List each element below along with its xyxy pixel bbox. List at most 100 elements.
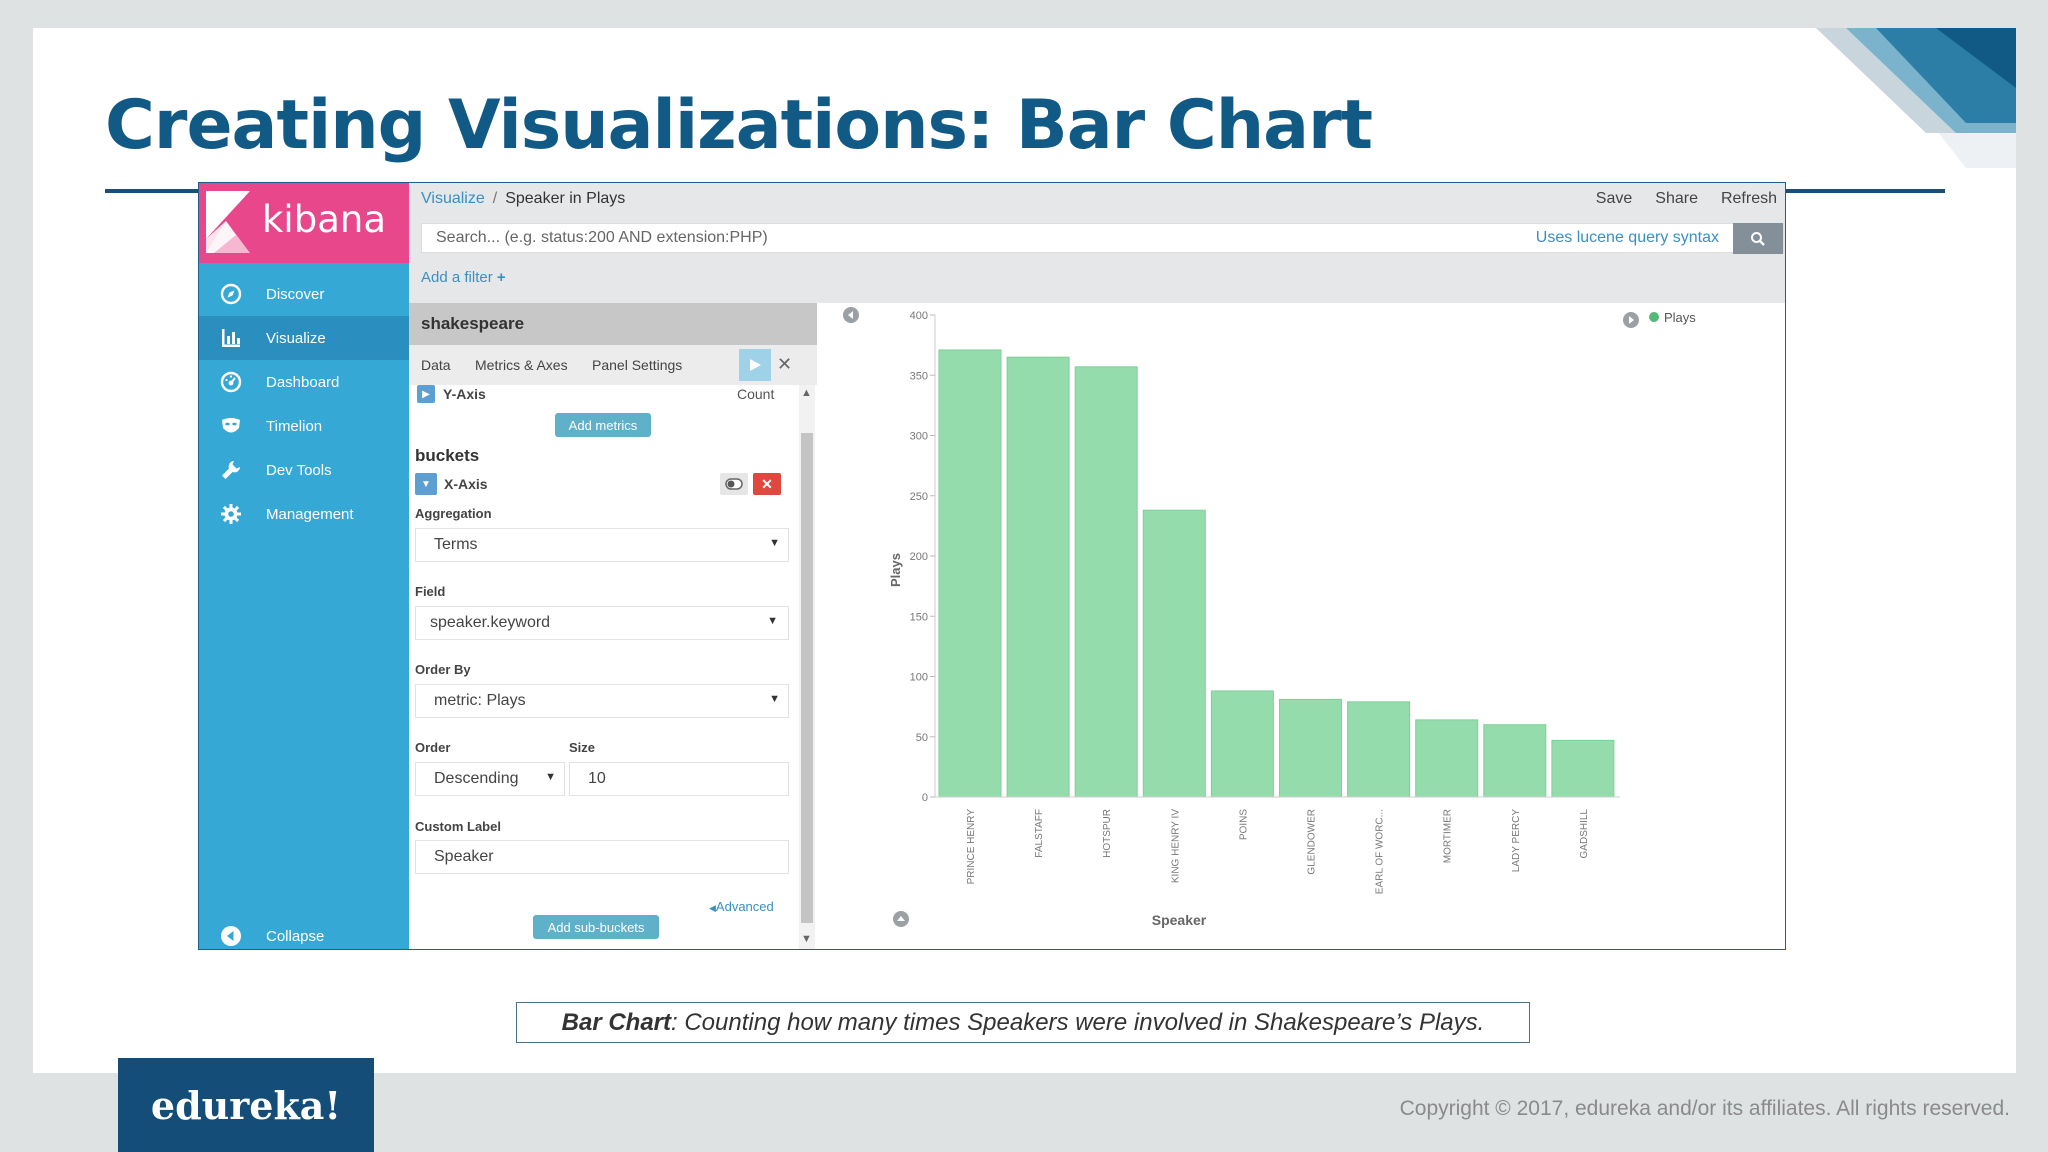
sidebar-item-label: Discover bbox=[266, 285, 325, 303]
sidebar-item-timelion[interactable]: Timelion bbox=[199, 404, 409, 448]
add-filter-link[interactable]: Add a filter + bbox=[421, 269, 506, 286]
y-tick-label: 200 bbox=[910, 551, 928, 563]
bar bbox=[1074, 366, 1138, 798]
sidebar-item-label: Dashboard bbox=[266, 373, 340, 391]
editor-header: shakespeare bbox=[409, 303, 817, 345]
search-button[interactable] bbox=[1733, 223, 1783, 254]
custom-label-input[interactable]: Speaker bbox=[415, 840, 789, 874]
field-select[interactable]: speaker.keyword ▼ bbox=[415, 606, 789, 640]
sidebar: kibana Discover Visualize Dashboard Time… bbox=[199, 183, 409, 949]
breadcrumb-current: Speaker in Plays bbox=[505, 190, 626, 207]
bar-chart-icon bbox=[220, 327, 242, 349]
field-label: Field bbox=[415, 584, 446, 599]
bar bbox=[1279, 698, 1342, 798]
x-tick-label: KING HENRY IV bbox=[1170, 809, 1181, 883]
y-axis: 0 50 100 150 200 250 300 350 400 bbox=[910, 310, 936, 804]
search-input[interactable]: Search... (e.g. status:200 AND extension… bbox=[421, 223, 1784, 254]
sidebar-item-visualize[interactable]: Visualize bbox=[199, 316, 409, 360]
toggle-legend-icon[interactable] bbox=[1623, 312, 1639, 328]
caret-down-icon: ▼ bbox=[769, 537, 780, 549]
scroll-up-icon[interactable]: ▲ bbox=[801, 387, 812, 399]
legend-label: Plays bbox=[1664, 310, 1696, 325]
gauge-icon bbox=[220, 371, 242, 393]
lucene-syntax-link[interactable]: Uses lucene query syntax bbox=[1535, 229, 1719, 246]
edureka-logo-text: edureka! bbox=[150, 1082, 342, 1128]
caption-bold: Bar Chart bbox=[561, 1008, 672, 1036]
x-tick-label: EARL OF WORC... bbox=[1375, 809, 1386, 894]
share-button[interactable]: Share bbox=[1655, 190, 1698, 207]
sidebar-item-label: Timelion bbox=[266, 417, 323, 435]
caret-left-icon: ◀ bbox=[709, 903, 716, 913]
sidebar-item-label: Management bbox=[266, 505, 354, 523]
add-sub-buckets-button[interactable]: Add sub-buckets bbox=[533, 915, 659, 939]
size-input[interactable]: 10 bbox=[569, 762, 789, 796]
advanced-link[interactable]: ◀Advanced bbox=[709, 899, 774, 914]
bar bbox=[1415, 719, 1479, 798]
x-axis-toggle[interactable]: ▼ bbox=[415, 473, 437, 495]
editor-panel: shakespeare Data Metrics & Axes Panel Se… bbox=[409, 303, 817, 949]
save-button[interactable]: Save bbox=[1595, 190, 1633, 207]
corner-decoration bbox=[1816, 28, 2016, 168]
sidebar-item-discover[interactable]: Discover bbox=[199, 272, 409, 316]
bar bbox=[1006, 356, 1070, 798]
edureka-logo: edureka! bbox=[118, 1058, 374, 1152]
y-axis-toggle[interactable]: ▶ bbox=[417, 385, 435, 403]
x-tick-label: MORTIMER bbox=[1443, 809, 1454, 863]
apply-changes-button[interactable] bbox=[739, 349, 771, 381]
index-name: shakespeare bbox=[421, 314, 525, 333]
add-metrics-button[interactable]: Add metrics bbox=[555, 413, 651, 437]
bar bbox=[1483, 724, 1547, 798]
custom-label-value: Speaker bbox=[434, 848, 494, 865]
caret-down-icon: ▼ bbox=[545, 771, 556, 783]
order-by-label: Order By bbox=[415, 662, 471, 677]
y-tick-label: 150 bbox=[910, 611, 928, 623]
refresh-button[interactable]: Refresh bbox=[1720, 190, 1777, 207]
collapse-arrow-icon bbox=[220, 925, 242, 947]
aggregation-select[interactable]: Terms ▼ bbox=[415, 528, 789, 562]
remove-x-axis-button[interactable]: ✕ bbox=[753, 473, 781, 495]
chart-options-icon[interactable] bbox=[893, 911, 909, 927]
kibana-window: kibana Discover Visualize Dashboard Time… bbox=[198, 182, 1786, 950]
tab-panel-settings[interactable]: Panel Settings bbox=[592, 357, 683, 373]
editor-scrollbar[interactable]: ▲ ▼ bbox=[799, 385, 815, 949]
sidebar-item-management[interactable]: Management bbox=[199, 492, 409, 536]
scrollbar-thumb[interactable] bbox=[801, 433, 813, 923]
scroll-down-icon[interactable]: ▼ bbox=[801, 933, 812, 945]
caption-text: : Counting how many times Speakers were … bbox=[671, 1008, 1485, 1036]
collapse-panel-icon[interactable] bbox=[843, 307, 859, 323]
y-axis-aggregation: Count bbox=[737, 386, 775, 402]
bar bbox=[1551, 739, 1615, 798]
top-bar: Visualize / Speaker in Plays Save Share Re… bbox=[409, 183, 1785, 303]
kibana-wordmark: kibana bbox=[262, 198, 386, 241]
x-axis-enable-toggle[interactable] bbox=[720, 473, 748, 495]
y-tick-label: 0 bbox=[922, 792, 928, 804]
y-tick-label: 50 bbox=[916, 732, 928, 744]
play-icon bbox=[750, 359, 761, 371]
breadcrumb-visualize-link[interactable]: Visualize bbox=[421, 190, 485, 207]
tab-metrics-axes[interactable]: Metrics & Axes bbox=[475, 357, 568, 373]
plus-icon: + bbox=[496, 269, 506, 286]
x-tick-label: GLENDOWER bbox=[1307, 809, 1318, 875]
search-icon bbox=[1751, 231, 1765, 246]
x-tick-label: GADSHILL bbox=[1579, 809, 1590, 859]
order-select[interactable]: Descending ▼ bbox=[415, 762, 565, 796]
sidebar-item-dashboard[interactable]: Dashboard bbox=[199, 360, 409, 404]
bar bbox=[1142, 509, 1206, 798]
order-by-select[interactable]: metric: Plays ▼ bbox=[415, 684, 789, 718]
add-filter-label: Add a filter bbox=[421, 269, 493, 286]
sidebar-item-label: Visualize bbox=[266, 329, 326, 347]
sidebar-item-dev-tools[interactable]: Dev Tools bbox=[199, 448, 409, 492]
kibana-logo[interactable]: kibana bbox=[199, 183, 409, 263]
editor-body: ▶ Y-Axis Count Add metrics buckets ▼ X-A… bbox=[409, 385, 797, 949]
discard-changes-button[interactable]: ✕ bbox=[777, 354, 793, 374]
y-tick-label: 300 bbox=[910, 431, 928, 443]
order-value: Descending bbox=[434, 770, 519, 787]
y-axis-label: Y-Axis bbox=[443, 386, 486, 402]
tab-data[interactable]: Data bbox=[421, 357, 451, 373]
x-tick-label: HOTSPUR bbox=[1102, 809, 1113, 858]
y-tick-label: 100 bbox=[910, 672, 928, 684]
x-tick-label: PRINCE HENRY bbox=[966, 809, 977, 885]
x-axis-label: X-Axis bbox=[444, 476, 488, 492]
sidebar-collapse[interactable]: Collapse bbox=[199, 915, 409, 949]
gear-icon bbox=[220, 503, 242, 525]
